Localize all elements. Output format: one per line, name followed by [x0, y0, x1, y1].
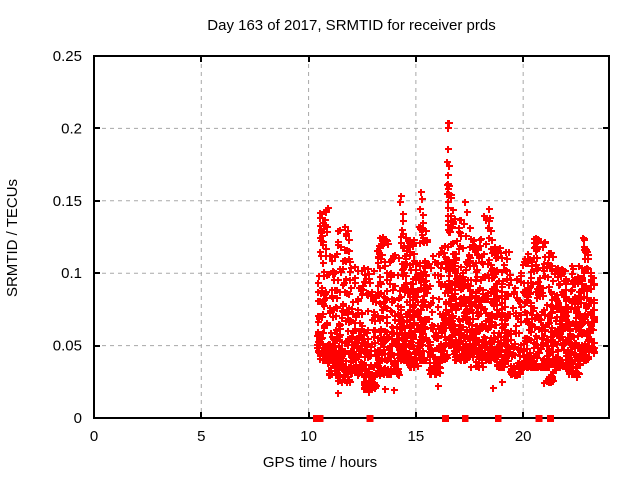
- zero-value-marker: [442, 415, 449, 422]
- x-tick-label: 20: [515, 428, 532, 445]
- y-tick-label: 0: [74, 410, 82, 427]
- chart-title: Day 163 of 2017, SRMTID for receiver prd…: [207, 17, 496, 34]
- y-tick-label: 0.05: [53, 338, 82, 355]
- zero-value-marker: [494, 415, 502, 422]
- zero-value-marker: [546, 415, 554, 422]
- data-points: [314, 120, 598, 397]
- y-tick-label: 0.25: [53, 48, 82, 65]
- plot-border: [93, 55, 610, 419]
- y-tick-label: 0.15: [53, 193, 82, 210]
- zero-value-marker: [312, 415, 324, 422]
- zero-value-marker: [366, 415, 374, 422]
- x-tick-label: 15: [408, 428, 425, 445]
- zero-value-marker: [535, 415, 543, 422]
- x-axis-label: GPS time / hours: [262, 454, 378, 471]
- x-tick-label: 10: [300, 428, 317, 445]
- x-tick-label: 5: [197, 428, 205, 445]
- y-tick-label: 0.2: [61, 120, 82, 137]
- y-tick-label: 0.1: [61, 265, 82, 282]
- zero-value-marker: [461, 415, 469, 422]
- y-axis-label: SRMTID / TECUs: [4, 178, 21, 298]
- x-tick-label: 0: [90, 428, 98, 445]
